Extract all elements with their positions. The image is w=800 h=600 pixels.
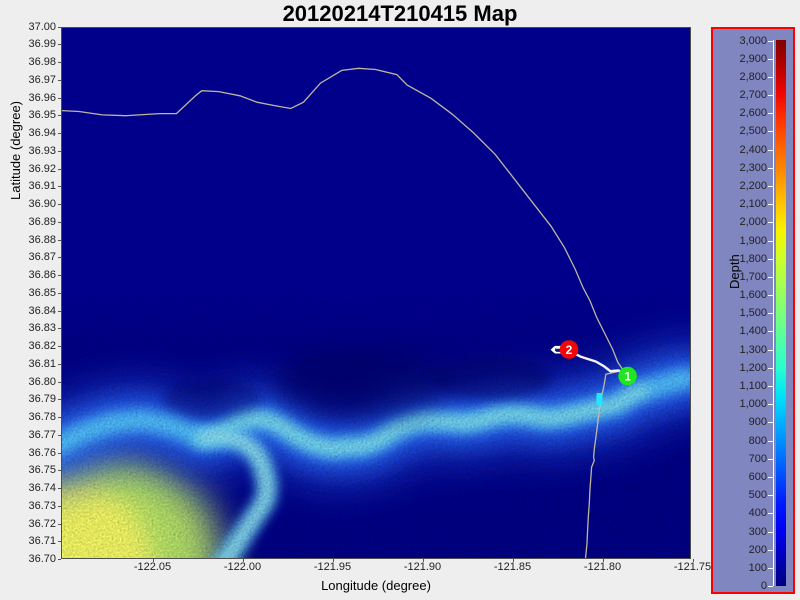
svg-text:2: 2 — [566, 343, 573, 357]
svg-text:1: 1 — [624, 370, 631, 384]
